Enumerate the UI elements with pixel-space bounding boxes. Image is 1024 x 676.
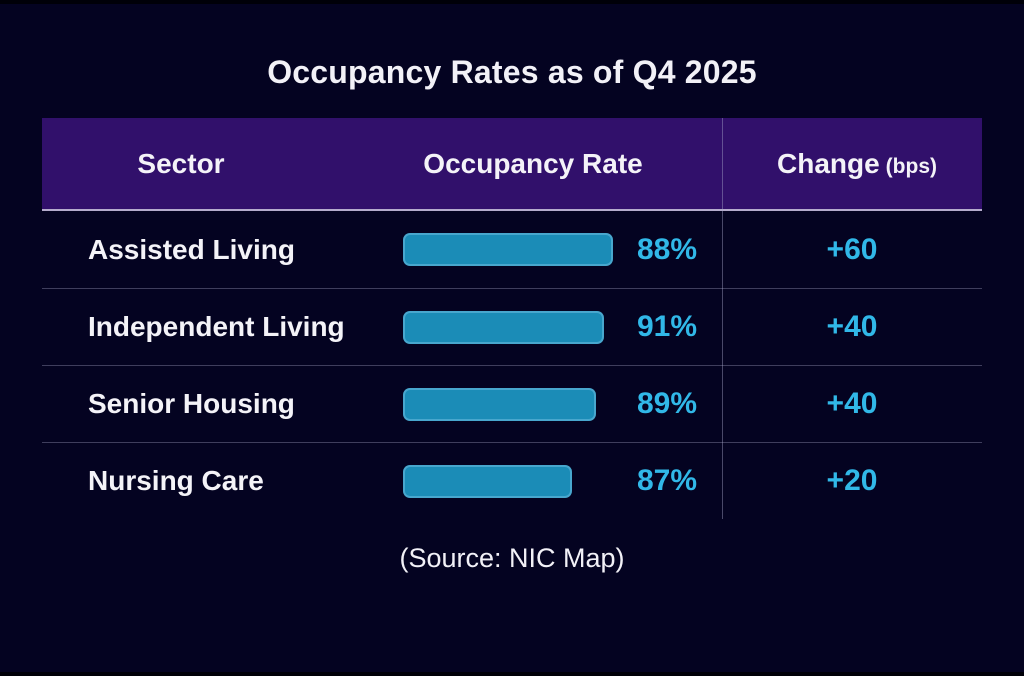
table-row: Senior Housing 89% +40	[42, 365, 982, 442]
bottom-edge-strip	[0, 672, 1024, 676]
column-header-sector: Sector	[137, 147, 225, 179]
occupancy-bar	[403, 233, 613, 266]
occupancy-bar	[403, 465, 572, 498]
occupancy-value: 89%	[637, 387, 698, 420]
change-value: +20	[826, 464, 878, 497]
table-row: Independent Living 91% +40	[42, 288, 982, 365]
occupancy-table: Sector Occupancy Rate Change (bps) Assist…	[42, 118, 982, 519]
sector-label: Independent Living	[88, 311, 345, 342]
change-value: +40	[826, 387, 878, 420]
sector-label: Assisted Living	[88, 233, 295, 265]
occupancy-value: 87%	[637, 464, 698, 497]
sector-label: Senior Housing	[88, 388, 295, 419]
top-edge-strip	[0, 0, 1024, 4]
page-title: Occupancy Rates as of Q4 2025	[267, 54, 757, 90]
column-header-change-unit: (bps)	[885, 154, 938, 178]
occupancy-bar	[403, 388, 596, 421]
column-header-change: Change (bps)	[777, 148, 937, 180]
table-row: Assisted Living 88% +60	[42, 211, 982, 288]
column-divider-line	[722, 118, 723, 519]
occupancy-value: 88%	[637, 232, 698, 266]
table-header-row: Sector Occupancy Rate Change (bps)	[42, 118, 982, 211]
change-value: +40	[826, 310, 878, 343]
column-header-change-label: Change	[776, 147, 880, 179]
table-row: Nursing Care 87% +20	[42, 442, 982, 519]
change-value: +60	[826, 232, 878, 266]
occupancy-value: 91%	[637, 310, 698, 343]
column-header-occupancy-rate: Occupancy Rate	[423, 147, 643, 179]
sector-label: Nursing Care	[88, 465, 264, 496]
source-attribution: (Source: NIC Map)	[399, 543, 625, 573]
occupancy-bar	[403, 311, 604, 344]
